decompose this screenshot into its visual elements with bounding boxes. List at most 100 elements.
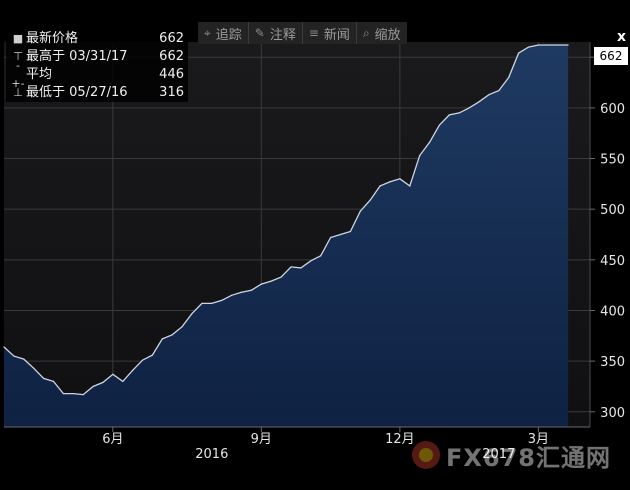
data-point-5	[52, 380, 55, 383]
zoom-icon: ⌕	[362, 25, 370, 40]
data-point-42	[419, 154, 421, 157]
data-point-13	[132, 369, 134, 371]
data-point-57	[567, 44, 569, 46]
data-point-16	[161, 338, 163, 340]
x-tick-label-1: 9月	[251, 432, 272, 447]
data-point-31	[310, 260, 312, 262]
data-point-38	[379, 185, 381, 187]
data-point-4	[42, 377, 45, 379]
data-point-22	[221, 299, 223, 301]
x-tick-label-0: 6月	[102, 432, 123, 447]
data-point-17	[171, 334, 173, 336]
legend-row-low: ⊥ 最低于 05/27/16 316	[6, 84, 188, 102]
data-point-28	[280, 276, 282, 278]
annotate-label: 注释	[269, 27, 296, 43]
news-label: 新闻	[323, 27, 350, 43]
data-point-39	[389, 181, 391, 183]
zoom-button[interactable]: ⌕ 缩放	[357, 22, 407, 44]
data-point-23	[231, 294, 233, 296]
data-point-20	[201, 302, 203, 304]
y-axis-ticks: 300350400450500550600650	[590, 51, 625, 421]
low-marker-icon: ⊥	[13, 86, 23, 99]
y-tick-label-350: 350	[600, 355, 625, 370]
data-point-7	[72, 392, 74, 395]
data-point-18	[181, 326, 183, 328]
year-label-0: 2016	[195, 447, 228, 462]
y-tick-label-500: 500	[600, 203, 625, 218]
x-axis-ticks: 6月 9月 12月 3月	[102, 427, 549, 447]
close-button[interactable]: x	[616, 29, 626, 45]
data-point-44	[438, 124, 441, 126]
data-point-15	[151, 354, 154, 356]
year-labels: 2016 2017	[195, 447, 515, 462]
data-point-49	[488, 94, 490, 96]
data-point-56	[557, 44, 559, 46]
data-point-2	[23, 358, 25, 360]
price-area	[4, 45, 569, 427]
data-point-45	[448, 114, 450, 116]
annotate-button[interactable]: ✎ 注释	[249, 22, 303, 44]
y-tick-label-300: 300	[600, 406, 625, 421]
data-point-43	[428, 141, 431, 143]
data-point-0	[3, 346, 5, 348]
legend-low-value: 316	[159, 85, 184, 100]
legend-low-label: 最低于 05/27/16	[26, 85, 128, 100]
data-point-1	[13, 355, 15, 357]
data-point-27	[270, 280, 272, 282]
crosshair-icon: ⌖	[204, 25, 211, 40]
data-point-3	[33, 367, 35, 369]
data-point-52	[518, 52, 520, 54]
data-point-25	[250, 289, 253, 291]
data-point-19	[191, 312, 193, 315]
data-point-26	[260, 283, 262, 285]
watermark: FX678汇通网	[412, 438, 611, 472]
data-point-40	[399, 178, 401, 180]
legend-row-high: ⊤ 最高于 03/31/17 662	[6, 48, 188, 66]
news-button[interactable]: ≡ 新闻	[303, 22, 357, 44]
data-point-41	[409, 185, 411, 187]
legend-high-label: 最高于 03/31/17	[26, 49, 128, 64]
legend-row-average: -+- 平均 446	[6, 59, 188, 90]
data-point-33	[329, 236, 332, 239]
data-point-54	[537, 44, 540, 46]
data-point-11	[112, 373, 114, 375]
data-point-37	[369, 199, 371, 201]
data-point-36	[359, 210, 361, 212]
y-tick-label-400: 400	[600, 304, 625, 319]
data-point-9	[92, 385, 94, 388]
data-point-6	[62, 392, 64, 395]
watermark-logo-icon	[412, 441, 440, 469]
legend-last-label: 最新价格	[26, 31, 79, 46]
legend: ■ 最新价格 662 ⊤ 最高于 03/31/17 662 -+- 平均 446…	[6, 30, 188, 102]
legend-average-value: 446	[159, 67, 184, 82]
data-point-21	[211, 302, 213, 304]
track-button[interactable]: ⌖ 追踪	[198, 22, 249, 44]
data-point-51	[508, 76, 510, 79]
data-point-10	[102, 381, 104, 384]
average-marker-icon: -+-	[11, 59, 25, 90]
data-point-24	[240, 291, 243, 293]
y-tick-label-450: 450	[600, 254, 625, 269]
data-points	[3, 44, 569, 396]
square-icon: ■	[12, 32, 24, 45]
data-point-12	[122, 380, 124, 383]
price-line	[3, 44, 569, 396]
track-label: 追踪	[215, 27, 242, 43]
y-tick-label-550: 550	[600, 153, 625, 168]
legend-row-last: ■ 最新价格 662	[6, 30, 188, 48]
data-point-35	[349, 230, 351, 233]
news-icon: ≡	[308, 26, 319, 40]
data-point-32	[320, 255, 322, 257]
data-point-55	[547, 44, 549, 46]
year-label-1: 2017	[482, 447, 515, 462]
data-point-53	[527, 46, 530, 48]
data-point-48	[478, 101, 480, 103]
zoom-label: 缩放	[374, 27, 401, 43]
data-point-30	[300, 267, 302, 269]
data-point-47	[468, 107, 470, 109]
data-point-14	[141, 359, 144, 361]
pencil-icon: ✎	[254, 26, 265, 40]
legend-high-value: 662	[159, 49, 184, 64]
